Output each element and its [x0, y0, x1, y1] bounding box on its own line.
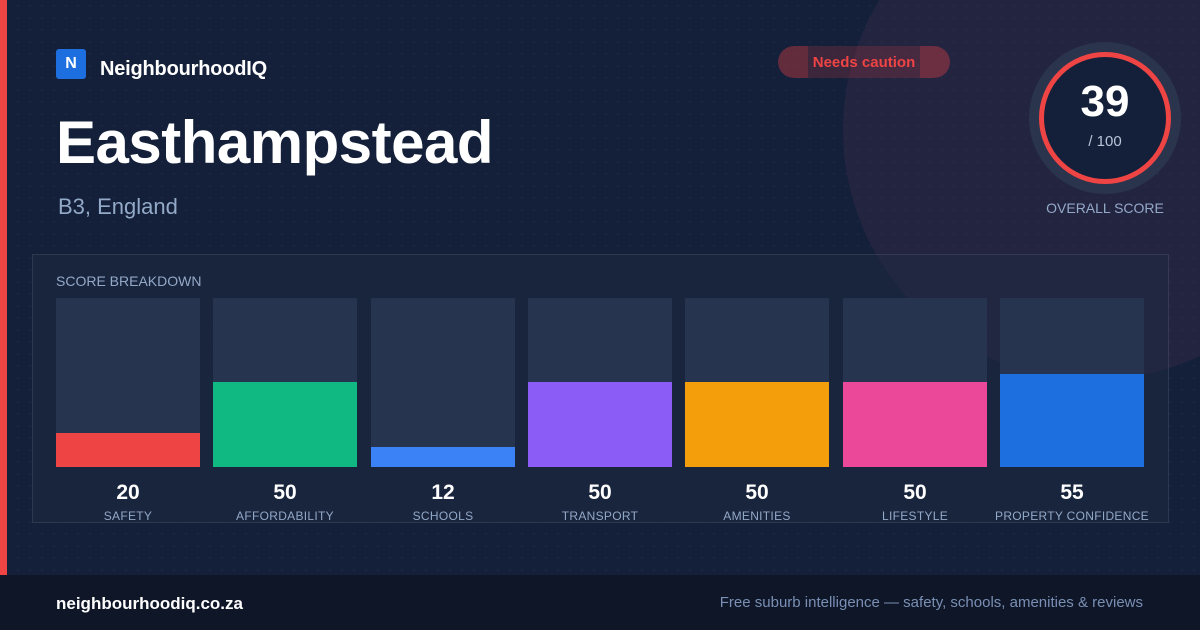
status-badge: Needs caution: [778, 46, 950, 78]
bar-value: 50: [903, 481, 927, 504]
bar-label: AMENITIES: [723, 509, 791, 523]
bar-fill: [213, 382, 357, 467]
bar-track: [528, 298, 672, 467]
bar-label: PROPERTY CONFIDENCE: [995, 509, 1149, 523]
bar-track: [213, 298, 357, 467]
overall-score-value: 39: [1080, 77, 1130, 126]
brand-logo: N: [56, 48, 86, 79]
bar-label: SCHOOLS: [412, 509, 474, 523]
overall-score-max: / 100: [1088, 133, 1122, 150]
bar-value: 50: [273, 481, 297, 504]
score-bar-affordability: 50 AFFORDABILITY: [213, 298, 357, 523]
bar-value: 20: [116, 481, 140, 504]
bar-value: 12: [431, 481, 455, 504]
location-subtitle: B3, England: [58, 194, 178, 219]
bar-label: AFFORDABILITY: [236, 509, 334, 523]
location-title: Easthampstead: [56, 109, 494, 176]
score-ring: [1039, 52, 1171, 184]
share-card: N NeighbourhoodIQ Needs caution Easthamp…: [0, 0, 1200, 575]
overall-score-label: OVERALL SCORE: [1046, 200, 1164, 216]
bar-label: TRANSPORT: [561, 509, 639, 523]
score-bar-lifestyle: 50 LIFESTYLE: [843, 298, 987, 523]
bar-track: [1000, 298, 1144, 467]
bar-track: [56, 298, 200, 467]
bar-track: [371, 298, 515, 467]
score-breakdown-heading: SCORE BREAKDOWN: [56, 273, 202, 289]
bar-label: LIFESTYLE: [881, 509, 949, 523]
score-bar-property-confidence: 55 PROPERTY CONFIDENCE: [995, 298, 1149, 523]
bar-fill: [371, 447, 515, 467]
accent-stripe: [0, 0, 7, 575]
bar-fill: [528, 382, 672, 467]
bar-value: 55: [1060, 481, 1084, 504]
bar-fill: [56, 433, 200, 467]
score-bar-transport: 50 TRANSPORT: [528, 298, 672, 523]
bar-label: SAFETY: [103, 509, 153, 523]
footer: neighbourhoodiq.co.za Free suburb intell…: [0, 575, 1200, 630]
footer-domain: neighbourhoodiq.co.za: [56, 594, 243, 613]
bar-fill: [843, 382, 987, 467]
score-bar-schools: 12 SCHOOLS: [371, 298, 515, 523]
score-bar-safety: 20 SAFETY: [56, 298, 200, 523]
bar-fill: [685, 382, 829, 467]
bar-value: 50: [588, 481, 612, 504]
bar-fill: [1000, 374, 1144, 467]
bar-track: [843, 298, 987, 467]
score-breakdown-panel: SCORE BREAKDOWN 20 SAFETY 50 AFFORDABILITY 1…: [32, 254, 1169, 523]
brand-name: NeighbourhoodIQ: [100, 58, 267, 80]
score-bar-amenities: 50 AMENITIES: [685, 298, 829, 523]
brand: N NeighbourhoodIQ: [56, 46, 267, 81]
footer-tagline: Free suburb intelligence — safety, schoo…: [719, 594, 1143, 611]
bar-track: [685, 298, 829, 467]
bar-value: 50: [745, 481, 769, 504]
status-badge-text: Needs caution: [812, 53, 916, 71]
